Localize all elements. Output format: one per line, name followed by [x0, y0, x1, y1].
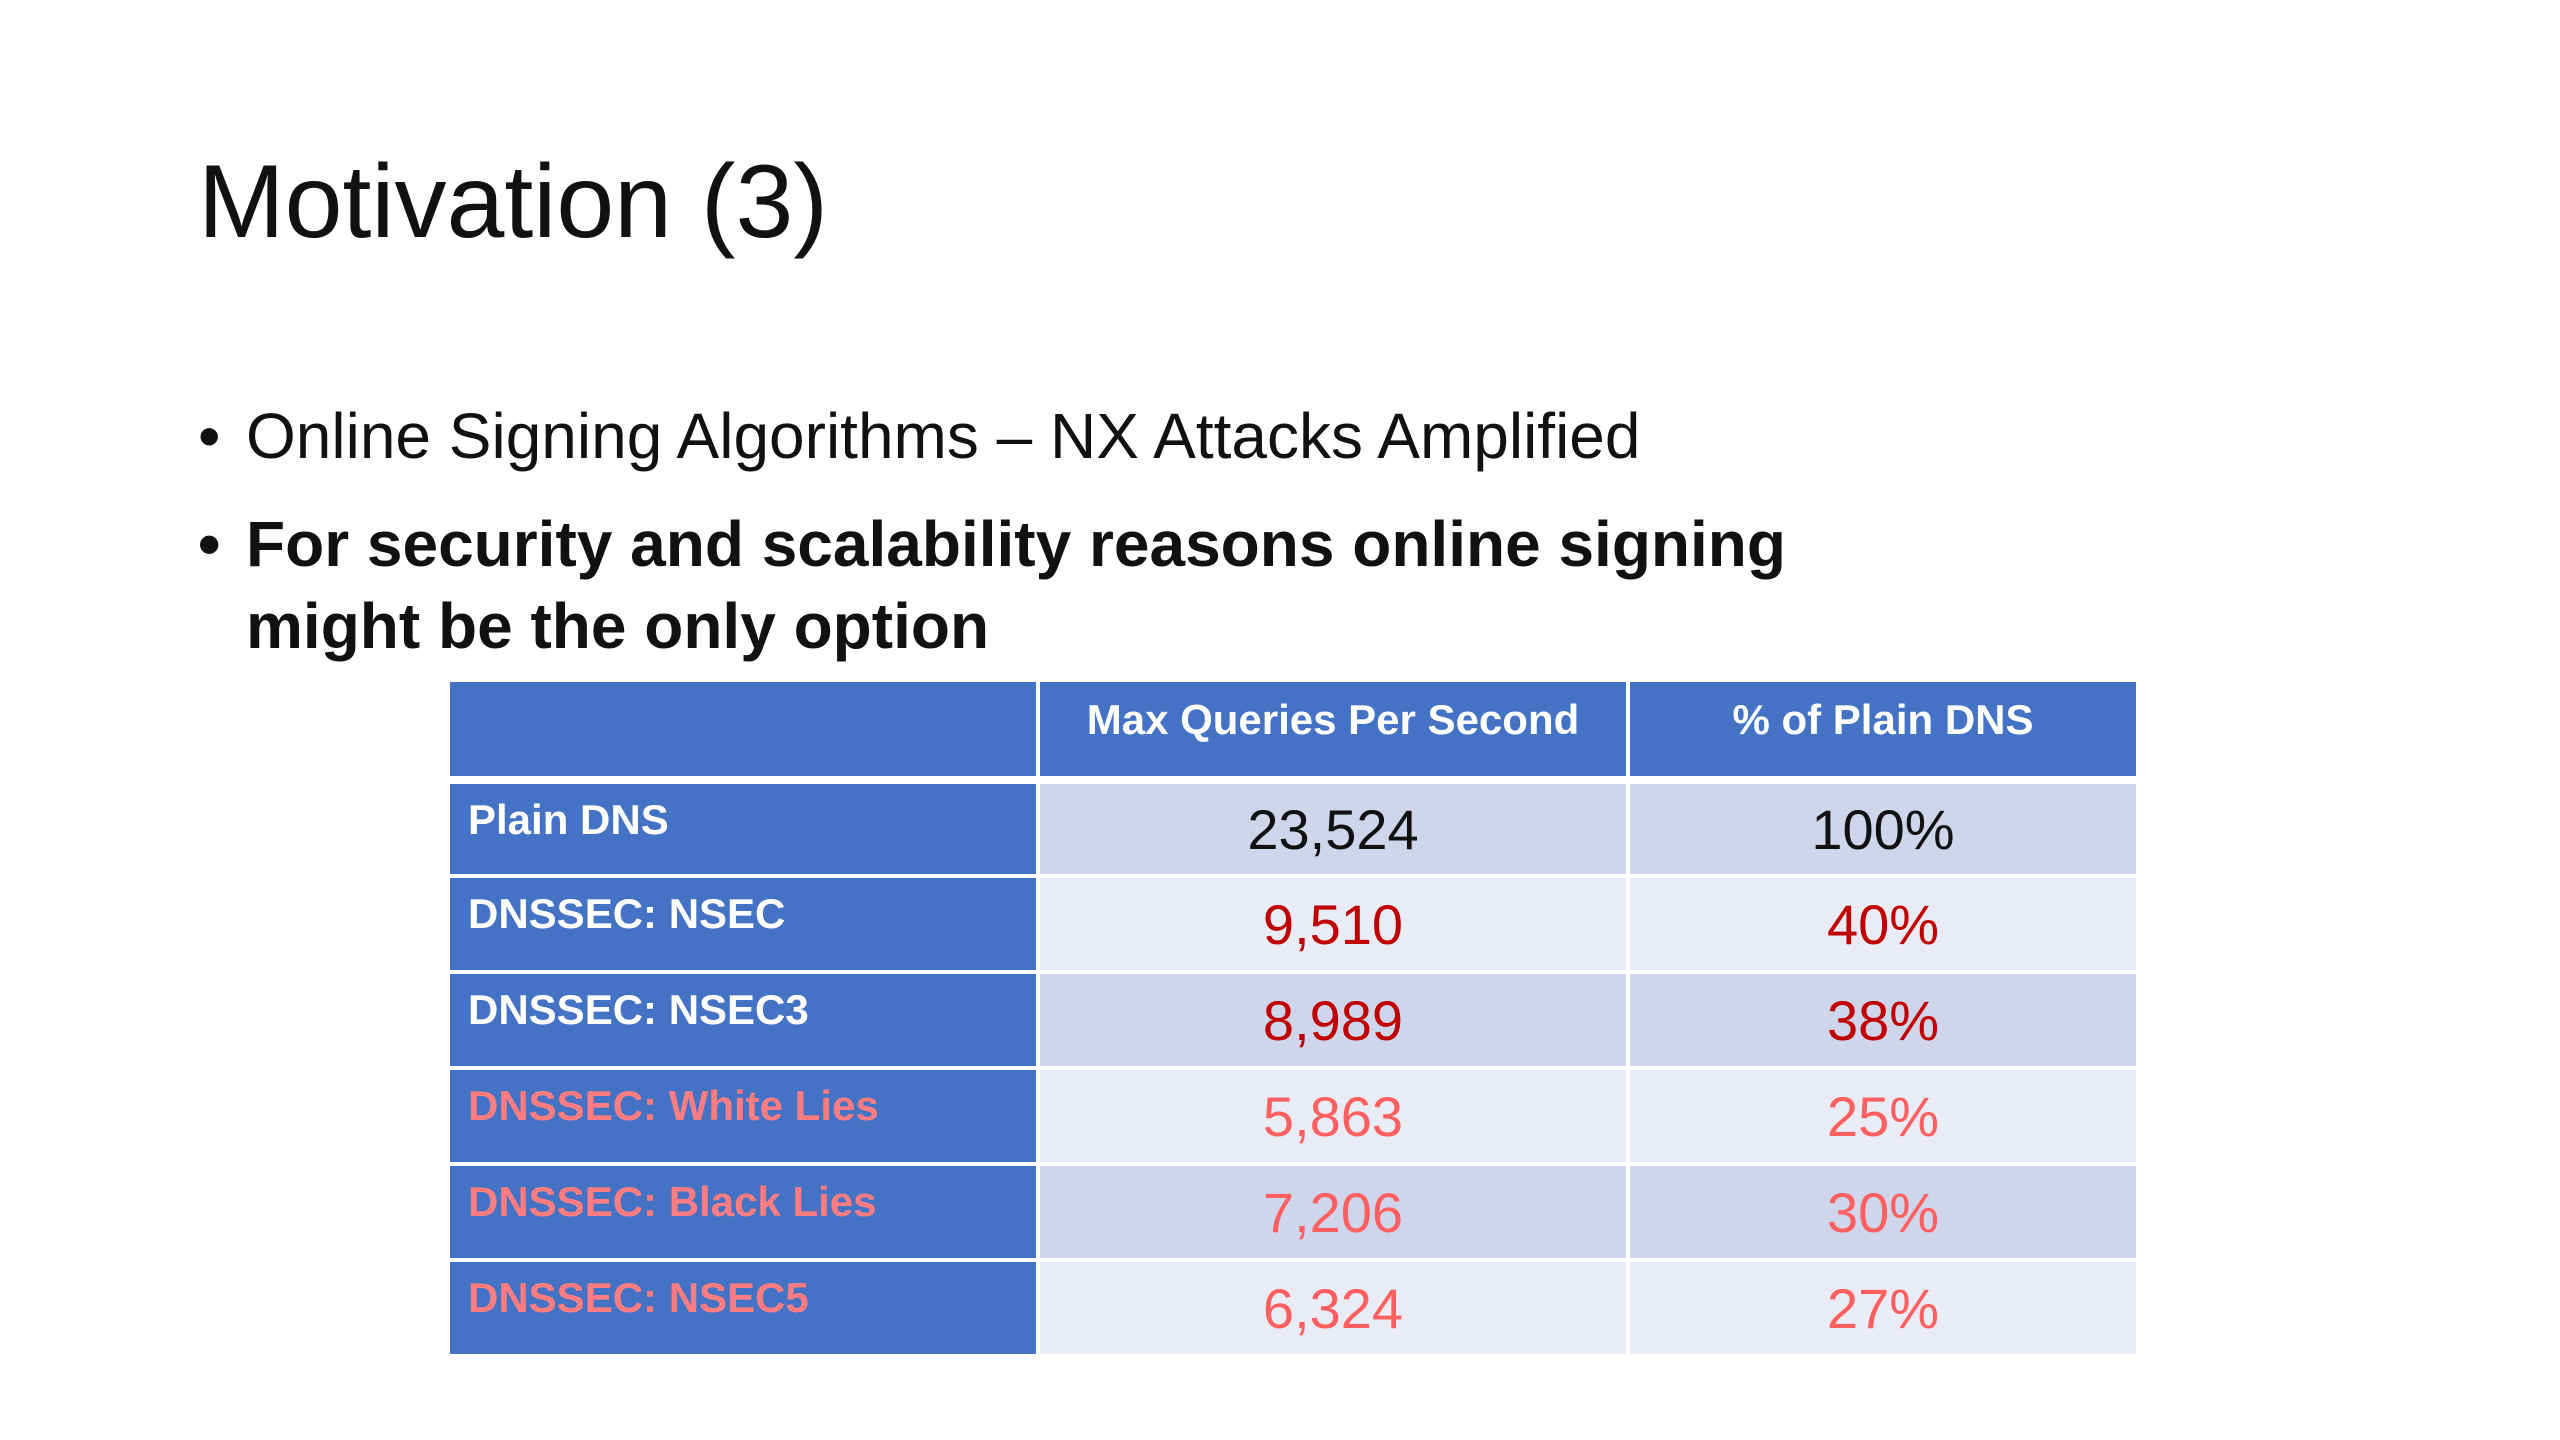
table-row: DNSSEC: Black Lies 7,206 30%: [446, 1162, 2140, 1262]
percent-value: 100%: [1626, 778, 2140, 878]
row-label: Plain DNS: [446, 778, 1040, 878]
percent-value: 30%: [1626, 1162, 2140, 1262]
percent-value: 27%: [1626, 1258, 2140, 1358]
row-label: DNSSEC: White Lies: [446, 1066, 1040, 1166]
qps-value: 7,206: [1036, 1162, 1630, 1262]
performance-table: Max Queries Per Second % of Plain DNS Pl…: [446, 678, 2140, 1358]
row-label: DNSSEC: NSEC3: [446, 970, 1040, 1070]
percent-value: 25%: [1626, 1066, 2140, 1166]
bullet-online-signing: Online Signing Algorithms – NX Attacks A…: [198, 395, 2198, 477]
table-row: DNSSEC: NSEC3 8,989 38%: [446, 970, 2140, 1070]
bullet-list: Online Signing Algorithms – NX Attacks A…: [198, 395, 2198, 693]
qps-value: 5,863: [1036, 1066, 1630, 1166]
row-label: DNSSEC: Black Lies: [446, 1162, 1040, 1262]
bullet-security-scalability: For security and scalability reasons onl…: [198, 503, 1966, 667]
qps-value: 9,510: [1036, 874, 1630, 974]
qps-value: 6,324: [1036, 1258, 1630, 1358]
qps-value: 23,524: [1036, 778, 1630, 878]
header-percent-plain-dns: % of Plain DNS: [1626, 678, 2140, 784]
slide-title: Motivation (3): [198, 144, 828, 260]
qps-value: 8,989: [1036, 970, 1630, 1070]
header-max-queries: Max Queries Per Second: [1036, 678, 1630, 784]
table-row: DNSSEC: NSEC5 6,324 27%: [446, 1258, 2140, 1358]
table-row: DNSSEC: White Lies 5,863 25%: [446, 1066, 2140, 1166]
table-header-row: Max Queries Per Second % of Plain DNS: [446, 678, 2140, 784]
row-label: DNSSEC: NSEC: [446, 874, 1040, 974]
percent-value: 40%: [1626, 874, 2140, 974]
table-row: Plain DNS 23,524 100%: [446, 778, 2140, 878]
percent-value: 38%: [1626, 970, 2140, 1070]
row-label: DNSSEC: NSEC5: [446, 1258, 1040, 1358]
table-row: DNSSEC: NSEC 9,510 40%: [446, 874, 2140, 974]
header-empty: [446, 678, 1040, 784]
